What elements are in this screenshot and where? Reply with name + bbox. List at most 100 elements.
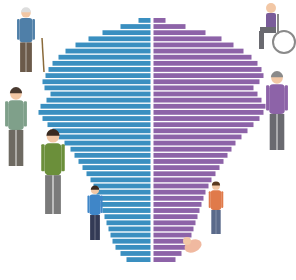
bar <box>49 67 151 72</box>
arm <box>5 101 8 126</box>
adult-man <box>5 87 27 166</box>
bar <box>59 55 151 60</box>
bar <box>154 98 262 103</box>
elderly-woman <box>259 3 295 53</box>
bar <box>41 104 151 109</box>
body <box>45 143 62 175</box>
series-1 <box>154 18 266 262</box>
bar <box>105 214 151 219</box>
adult-woman <box>266 71 288 150</box>
girl <box>209 181 224 234</box>
bar <box>53 128 151 133</box>
arm <box>41 144 44 171</box>
bar <box>154 233 192 238</box>
bar <box>127 257 151 262</box>
bar <box>66 49 151 54</box>
hair <box>21 7 31 12</box>
bar <box>154 190 206 195</box>
bar <box>154 36 222 41</box>
bar <box>103 30 151 35</box>
chart <box>0 0 296 280</box>
bar <box>79 159 151 164</box>
arm <box>32 19 35 40</box>
bar <box>83 165 151 170</box>
series-0 <box>39 18 151 262</box>
bar <box>113 239 151 244</box>
bar <box>47 98 151 103</box>
arm <box>24 101 27 126</box>
hair <box>10 87 22 93</box>
bar <box>94 184 151 189</box>
bar <box>39 110 151 115</box>
figures <box>5 3 295 255</box>
bar <box>75 153 151 158</box>
bar <box>154 128 248 133</box>
bar <box>43 116 151 121</box>
bar <box>65 141 151 146</box>
bar <box>154 79 260 84</box>
arm <box>209 191 211 208</box>
hair <box>212 181 220 185</box>
leg <box>270 114 277 150</box>
bar <box>154 202 202 207</box>
bar <box>154 227 194 232</box>
bar <box>154 135 242 140</box>
wheel <box>273 31 295 53</box>
bar <box>107 220 151 225</box>
bar <box>111 233 151 238</box>
baby-body <box>182 237 203 255</box>
cane <box>42 38 44 72</box>
arm <box>266 85 269 110</box>
head <box>271 72 283 84</box>
bar <box>91 177 151 182</box>
bar <box>154 73 264 78</box>
bar <box>154 251 182 256</box>
bar <box>154 196 204 201</box>
bar <box>154 257 176 262</box>
bar <box>154 147 232 152</box>
baby-head <box>183 237 191 245</box>
leg <box>16 130 23 166</box>
body <box>211 190 221 210</box>
bar <box>139 18 151 23</box>
bar <box>154 49 244 54</box>
head <box>10 88 22 100</box>
bar <box>51 92 151 97</box>
young-man <box>41 129 65 214</box>
head <box>212 182 220 190</box>
elderly-man <box>17 7 44 72</box>
bar <box>154 104 266 109</box>
bar <box>101 202 151 207</box>
head <box>47 130 60 143</box>
bar <box>154 30 206 35</box>
bar <box>71 147 151 152</box>
leg <box>216 210 221 234</box>
bar <box>97 190 151 195</box>
bar <box>154 141 236 146</box>
bar <box>53 61 151 66</box>
plot-area <box>39 18 266 262</box>
bar <box>154 43 234 48</box>
bar <box>116 245 151 250</box>
head <box>266 3 276 13</box>
bar <box>121 251 151 256</box>
leg <box>211 210 216 234</box>
leg <box>9 130 16 166</box>
bar <box>154 116 260 121</box>
bar <box>121 24 151 29</box>
bar <box>109 227 151 232</box>
leg <box>259 31 264 49</box>
bar <box>154 159 224 164</box>
bar <box>154 165 220 170</box>
hair <box>271 71 283 77</box>
bar <box>48 122 151 127</box>
bar <box>154 208 200 213</box>
leg <box>54 175 61 214</box>
bar <box>154 220 196 225</box>
baby <box>182 237 203 255</box>
bar <box>154 61 258 66</box>
arm <box>17 19 20 40</box>
bar <box>154 245 187 250</box>
bar <box>154 153 228 158</box>
leg <box>45 175 52 214</box>
